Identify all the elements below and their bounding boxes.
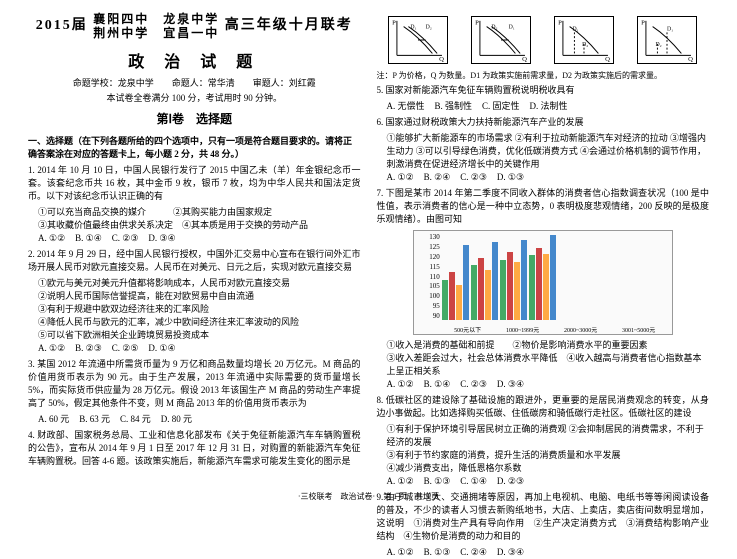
svg-text:D₁: D₁ xyxy=(573,26,579,32)
school-4: 宜昌一中 xyxy=(163,26,219,40)
bar-chart: 1301251201151101051009590 500元以下1000~199… xyxy=(413,230,673,335)
q6-subopts: ①能够扩大新能源车的市场需求 ②有利于拉动新能源汽车对经济的拉动 ③增强内生动力… xyxy=(377,132,710,171)
question-8: 8. 低碳社区的建设除了基础设施的跟进外，更重要的是居民消费观念的转变，从身边小… xyxy=(377,394,710,420)
svg-text:D₁: D₁ xyxy=(509,25,515,31)
svg-text:D₁: D₁ xyxy=(410,25,416,31)
svg-text:D₁: D₁ xyxy=(667,26,673,32)
q1-options: A. ①②B. ①④C. ②③D. ③④ xyxy=(28,232,361,245)
svg-text:Q: Q xyxy=(605,56,610,63)
svg-text:P: P xyxy=(558,20,562,27)
question-5: 5. 国家对新能源汽车免征车辆购置税说明税收具有 xyxy=(377,84,710,97)
q2-options: A. ①②B. ②③C. ②⑤D. ①④ xyxy=(28,342,361,355)
svg-text:P: P xyxy=(475,20,479,27)
svg-text:P: P xyxy=(392,20,396,27)
q3-options: A. 60 元B. 63 元C. 84 元D. 80 元 xyxy=(28,413,361,426)
school-3: 荆州中学 xyxy=(93,26,149,40)
q9-options: A. ①②B. ①③C. ②④D. ③④ xyxy=(377,546,710,559)
svg-text:D₂: D₂ xyxy=(656,42,662,48)
subtitle-2: 本试卷全卷满分 100 分，考试用时 90 分钟。 xyxy=(28,91,361,104)
question-1: 1. 2014 年 10 月 10 日，中国人民银行发行了 2015 中国乙未（… xyxy=(28,164,361,203)
svg-text:Q: Q xyxy=(689,56,694,63)
school-1: 襄阳四中 xyxy=(93,12,149,26)
svg-text:P: P xyxy=(642,20,646,27)
curve-C: P Q D₁ D₂ xyxy=(554,16,614,64)
chart-ylabels: 1301251201151101051009590 xyxy=(416,233,440,320)
subtitle-1: 命题学校：龙泉中学 命题人：常华清 审题人：刘红霞 xyxy=(28,76,361,89)
curve-B: P Q D₁ D₂ xyxy=(471,16,531,64)
school-2: 龙泉中学 xyxy=(163,12,219,26)
section-intro: 一、选择题（在下列各题所给的四个选项中，只有一项是符合题目要求的。请将正确答案涂… xyxy=(28,135,361,161)
exam-grade: 高三年级十月联考 xyxy=(225,18,353,33)
page-title: 政 治 试 题 xyxy=(28,48,361,72)
question-2: 2. 2014 年 9 月 29 日，经中国人民银行授权，中国外汇交易中心宣布在… xyxy=(28,248,361,274)
curve-A: P Q D₁ D₂ xyxy=(388,16,448,64)
q8-options: A. ①②B. ①③C. ①④D. ②③ xyxy=(377,475,710,488)
svg-text:D₂: D₂ xyxy=(492,25,498,31)
part1-header: 第Ⅰ卷 选择题 xyxy=(28,110,361,127)
question-3: 3. 某国 2012 年流通中所需货币量为 9 万亿和商品数量均增长 20 万亿… xyxy=(28,358,361,410)
schools-block: 襄阳四中 龙泉中学 荆州中学 宜昌一中 xyxy=(93,12,219,40)
curve-D: P Q D₁ D₂ xyxy=(637,16,697,64)
page-footer: ·三校联考 政治试卷· 第 1 页 共 3 页 xyxy=(0,491,737,502)
q8-subopts: ①有利于保护环境引导居民树立正确的消费观 ②会抑制居民的消费需求，不利于经济的发… xyxy=(377,423,710,475)
q2-subopts: ①欧元与美元对美元升值都将影响成本，人民币对欧元直接交易②说明人民币国际信誉提高… xyxy=(28,277,361,342)
q7-subopts: ①收入是消费的基础和前提 ②物价是影响消费水平的重要因素 ③收入差距会过大，社会… xyxy=(377,339,710,378)
chart-bars xyxy=(442,235,668,320)
svg-text:Q: Q xyxy=(522,56,527,63)
svg-text:Q: Q xyxy=(439,56,444,63)
svg-text:D₂: D₂ xyxy=(426,25,432,31)
q7-options: A. ①②B. ①④C. ②③D. ③④ xyxy=(377,378,710,391)
q1-subopts: ①可以充当商品交换的媒介 ②其购买能力由国家规定 ③其收藏价值最终由供求关系决定… xyxy=(28,206,361,232)
q5-options: A. 无偿性B. 强制性C. 固定性D. 法制性 xyxy=(377,100,710,113)
question-7: 7. 下图是某市 2014 年第二季度不同收入群体的消费者信心指数调查状况（10… xyxy=(377,187,710,226)
curve-note: 注：P 为价格，Q 为数量。D1 为政策实施前需求量，D2 为政策实施后的需求量… xyxy=(377,70,710,81)
exam-year: 2015届 xyxy=(36,18,88,33)
question-4: 4. 财政部、国家税务总局、工业和信息化部发布《关于免征新能源汽车车辆购置税的公… xyxy=(28,429,361,468)
svg-text:D₂: D₂ xyxy=(582,42,588,48)
curve-diagrams: P Q D₁ D₂ P Q D₁ D₂ P Q D₁ D₂ P Q D₁ D₂ xyxy=(377,16,710,64)
q6-options: A. ①②B. ②④C. ②③D. ①③ xyxy=(377,171,710,184)
chart-xlabels: 500元以下1000~1999元2000~3000元3001~5000元 xyxy=(442,325,668,334)
question-6: 6. 国家通过财税政策大力扶持新能源汽车产业的发展 xyxy=(377,116,710,129)
